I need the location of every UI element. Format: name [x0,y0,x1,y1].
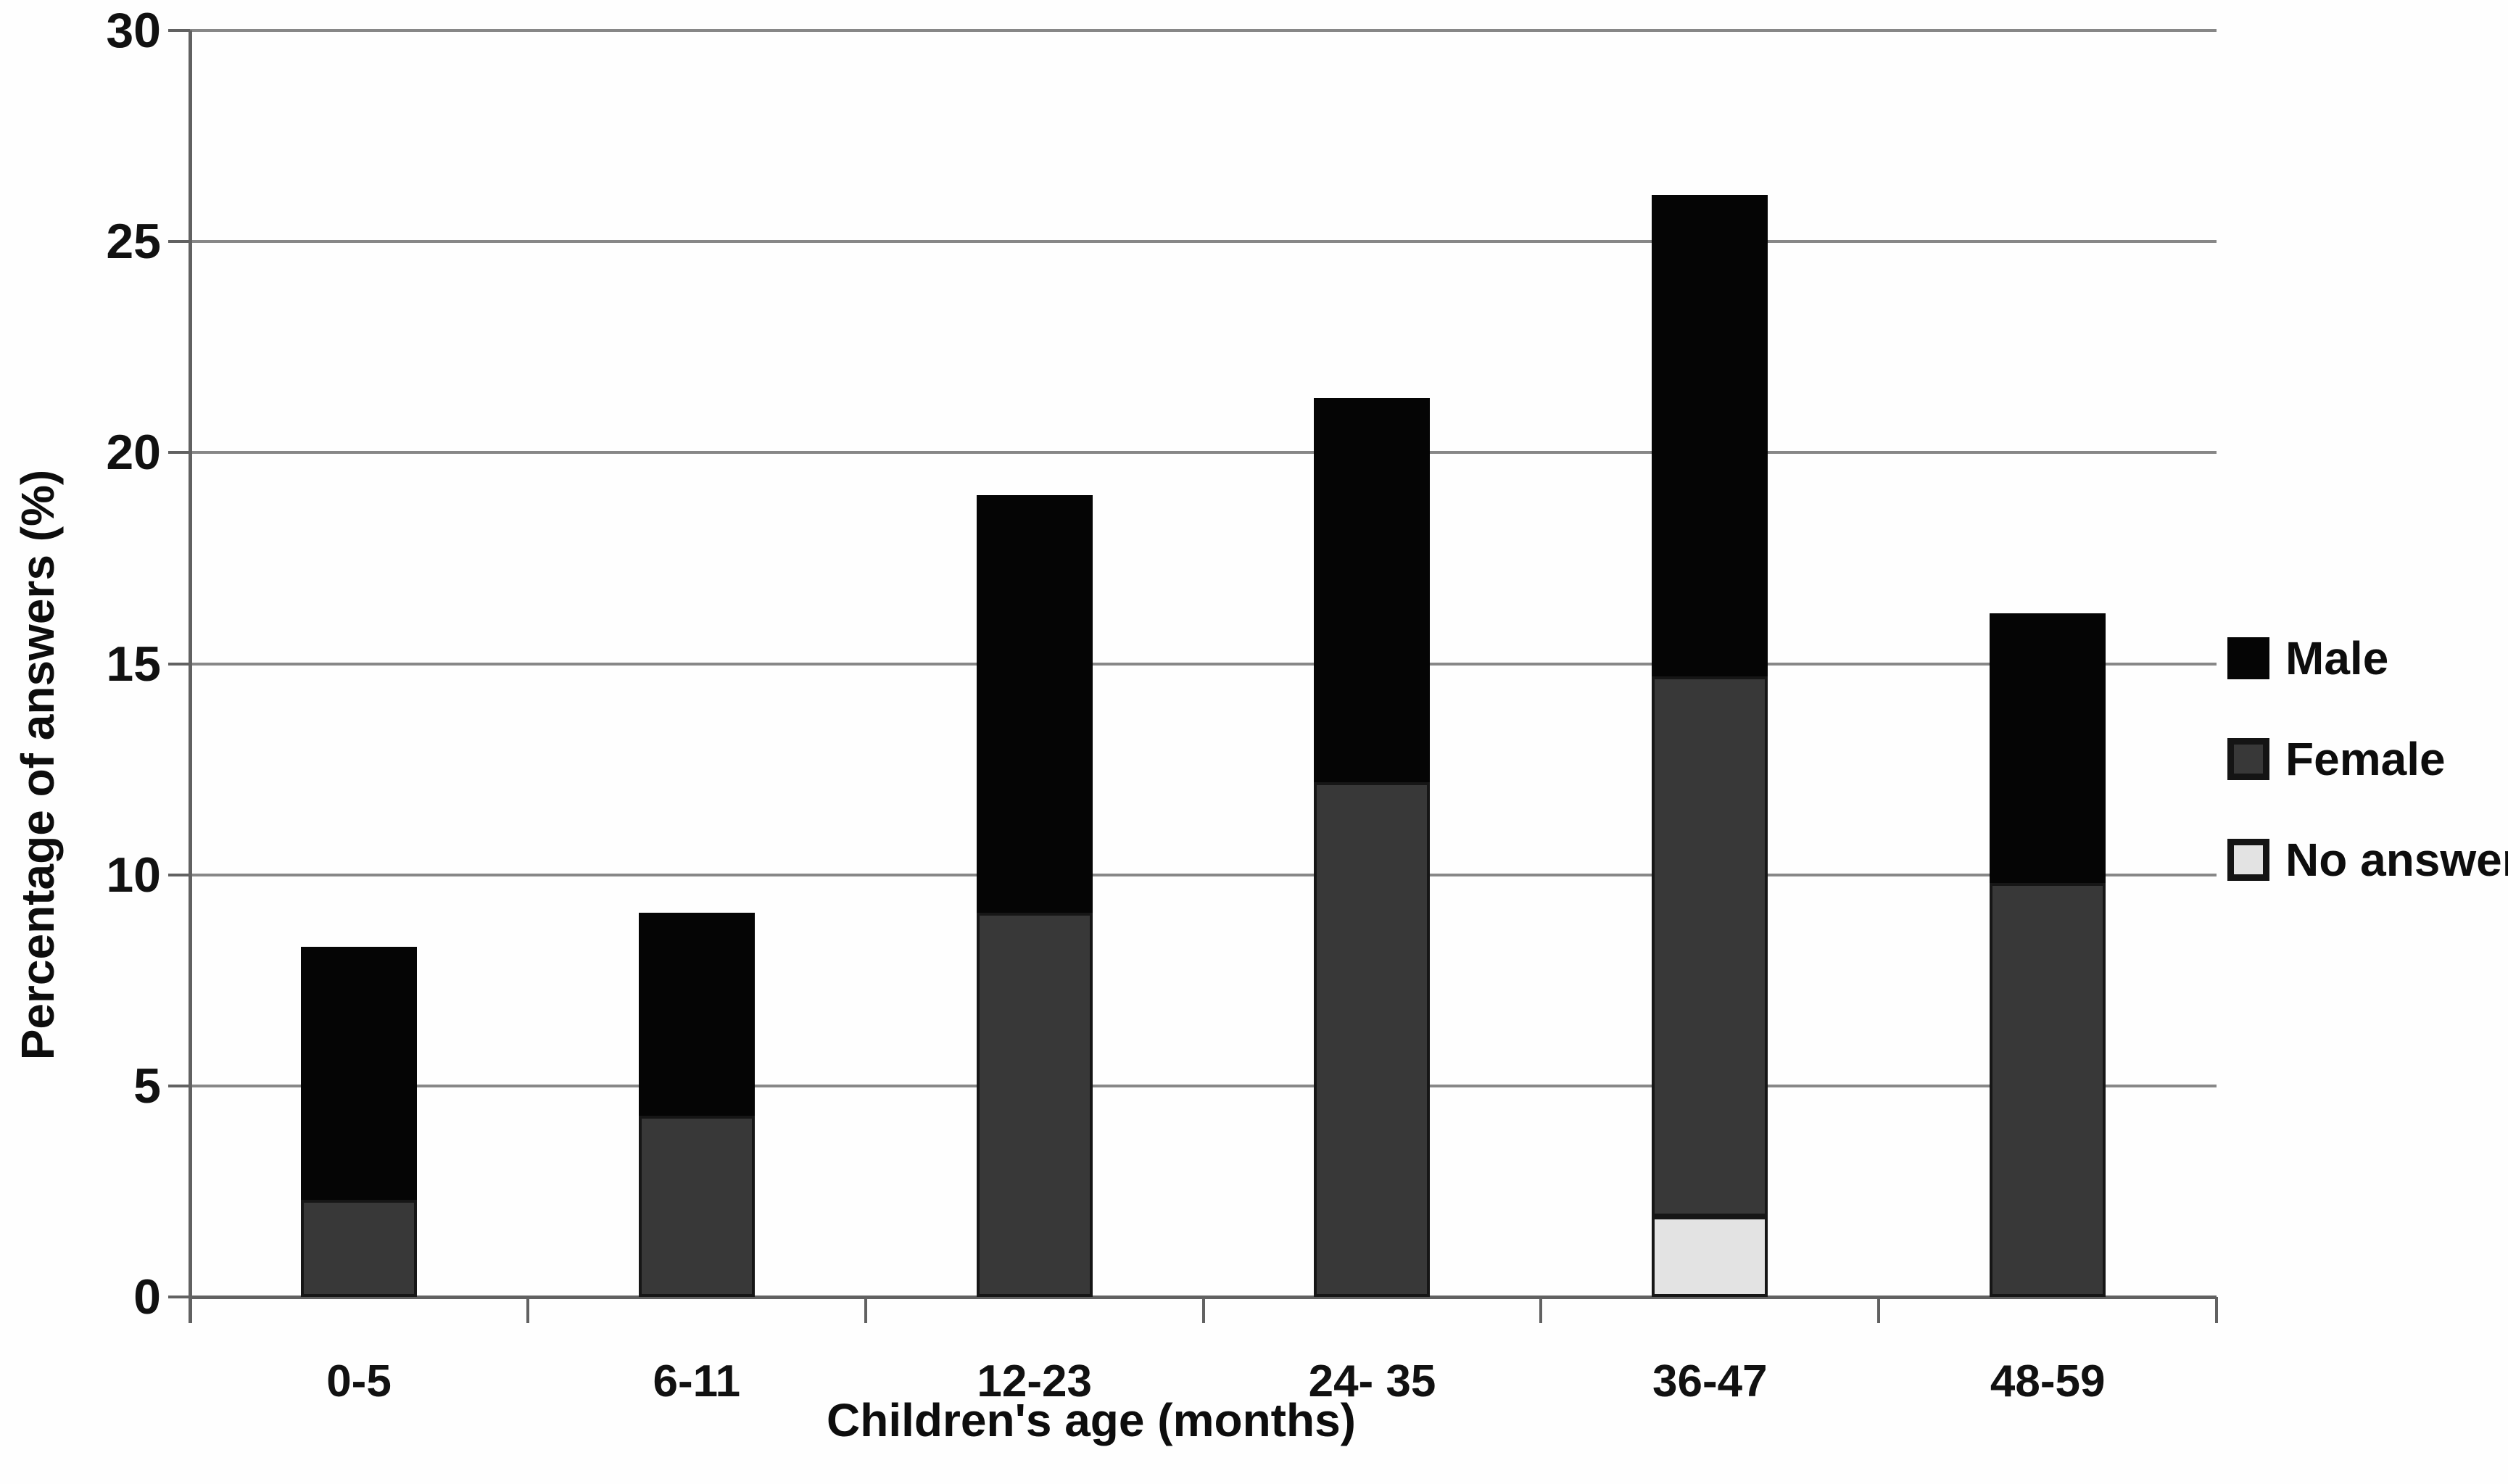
x-tick-label-36-47: 36-47 [1652,1356,1768,1406]
legend-item-no-answer: No answer [2227,834,2508,890]
y-axis-line [189,30,192,1323]
gridline-20 [190,451,2217,455]
gridline-5 [190,1084,2217,1087]
y-tick-label-30: 30 [106,3,161,58]
x-tick-label-12-23: 12-23 [977,1356,1092,1406]
legend-item-male: Male [2227,633,2503,688]
y-tick-5 [168,1084,190,1087]
y-tick-10 [168,873,190,876]
bar-0-5-female-segment [300,1200,417,1297]
x-tick-5 [1877,1297,1881,1323]
y-tick-20 [168,451,190,455]
x-tick-label-24-35: 24- 35 [1308,1356,1436,1406]
bar-6-11-male-segment [638,913,755,1116]
y-tick-label-5: 5 [133,1058,161,1114]
bar-12-23-female-segment [976,913,1093,1297]
x-tick-label-48-59: 48-59 [1990,1356,2106,1406]
bar-12-23-male-segment [976,494,1093,913]
x-tick-3 [1201,1297,1205,1323]
x-tick-label-0-5: 0-5 [326,1356,392,1406]
gridline-30 [190,29,2217,32]
bar-36-47-female-segment [1652,676,1768,1217]
legend-swatch-female [2227,738,2269,780]
bar-48-59-male-segment [1990,613,2106,884]
gridline-10 [190,873,2217,876]
bar-36-47-no-answer-segment [1652,1216,1768,1297]
legend-swatch-no-answer [2227,839,2269,881]
legend-label-male: Male [2285,632,2389,684]
x-tick-label-6-11: 6-11 [653,1356,741,1406]
x-tick-4 [1539,1297,1543,1323]
legend-item-female: Female [2227,734,2503,789]
y-tick-label-20: 20 [106,425,161,481]
x-tick-1 [526,1297,529,1323]
gridline-15 [190,662,2217,666]
bar-36-47-male-segment [1652,195,1768,676]
x-axis-title: Children's age (months) [827,1394,1356,1446]
bar-0-5-male-segment [300,946,417,1201]
x-tick-6 [2215,1297,2218,1323]
y-tick-label-15: 15 [106,636,161,692]
legend-swatch-male [2227,637,2269,679]
x-tick-2 [864,1297,867,1323]
y-tick-label-25: 25 [106,214,161,270]
y-tick-25 [168,240,190,244]
gridline-25 [190,240,2217,244]
y-tick-label-0: 0 [133,1269,161,1325]
y-tick-15 [168,662,190,666]
y-tick-0 [168,1296,190,1298]
legend-label-no-answer: No answer [2285,834,2508,886]
bar-6-11-female-segment [638,1115,755,1297]
bar-24-35-male-segment [1314,397,1431,782]
y-tick-30 [168,29,190,32]
y-tick-label-10: 10 [106,847,161,903]
bar-48-59-female-segment [1990,883,2106,1297]
x-axis-line [190,1296,2217,1299]
bar-24-35-female-segment [1314,782,1431,1297]
legend-label-female: Female [2285,733,2446,785]
